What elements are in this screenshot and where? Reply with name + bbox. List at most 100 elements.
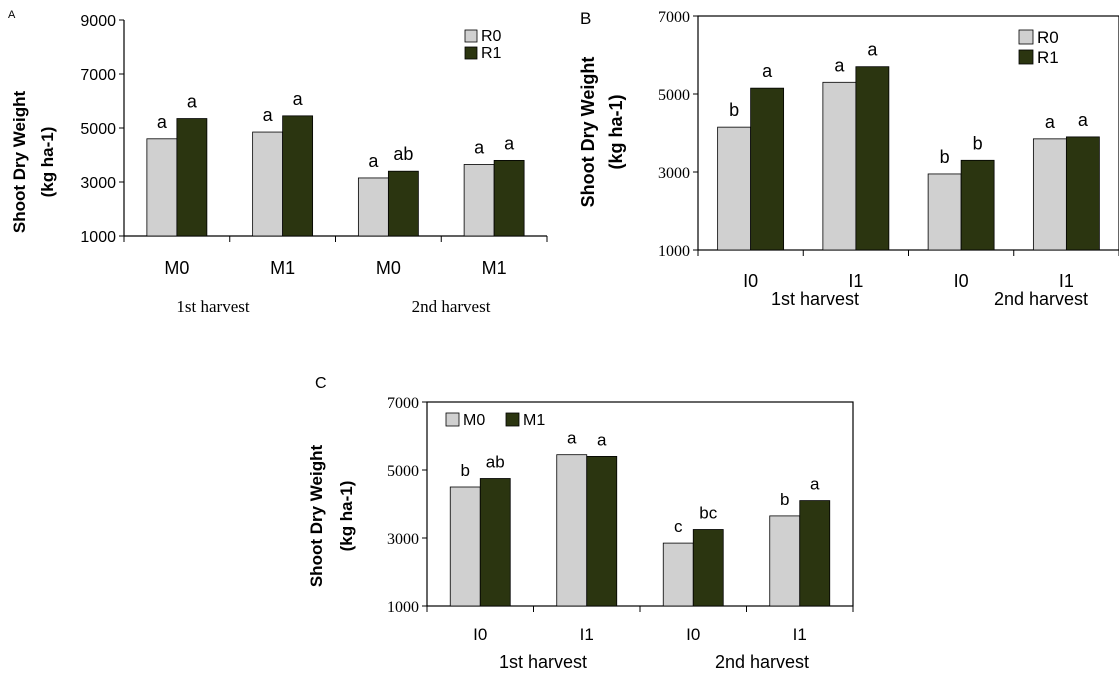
legend-swatch-r1 xyxy=(1018,49,1034,65)
legend-swatch-r0 xyxy=(464,29,478,43)
bar-m1 xyxy=(799,500,831,607)
y-tick-label: 3000 xyxy=(387,531,419,548)
harvest-group-label: 2nd harvest xyxy=(715,652,809,672)
bar-r1 xyxy=(282,115,314,237)
significance-letter: a xyxy=(567,429,577,448)
x-category-label: M0 xyxy=(376,258,401,278)
y-tick-label: 1000 xyxy=(387,599,419,616)
legend-swatch-m1 xyxy=(505,412,520,427)
bar-r1 xyxy=(387,170,419,237)
y-tick-label: 9000 xyxy=(80,13,116,30)
harvest-group-label: 1st harvest xyxy=(499,652,587,672)
bar-m0 xyxy=(556,454,588,607)
x-category-label: I0 xyxy=(473,625,487,644)
harvest-group-label: 2nd harvest xyxy=(412,297,491,316)
panel-b-label: B xyxy=(580,9,591,28)
bar-r0 xyxy=(927,173,962,251)
panel-c-label: C xyxy=(315,375,327,392)
significance-letter: b xyxy=(780,490,789,509)
y-tick-label: 3000 xyxy=(80,175,116,192)
significance-letter: a xyxy=(867,40,878,60)
significance-letter: a xyxy=(157,112,168,132)
significance-letter: a xyxy=(368,151,379,171)
x-category-label: I1 xyxy=(1059,271,1074,291)
y-tick-label: 7000 xyxy=(387,395,419,412)
y-tick-label: 3000 xyxy=(658,165,690,182)
y-tick-label: 5000 xyxy=(658,87,690,104)
y-axis-unit: (kg ha-1) xyxy=(337,481,356,552)
significance-letter: c xyxy=(674,517,683,536)
x-category-label: I0 xyxy=(954,271,969,291)
bar-m0 xyxy=(662,542,694,607)
significance-letter: ab xyxy=(393,144,413,164)
bar-r0 xyxy=(357,177,389,237)
y-tick-label: 7000 xyxy=(658,9,690,26)
x-category-label: I1 xyxy=(580,625,594,644)
y-tick-label: 5000 xyxy=(80,121,116,138)
legend-label: R0 xyxy=(1037,28,1059,47)
bar-m0 xyxy=(769,515,801,607)
y-axis-unit: (kg ha-1) xyxy=(38,127,57,198)
x-category-label: M1 xyxy=(270,258,295,278)
y-tick-label: 1000 xyxy=(80,229,116,246)
y-tick-label: 5000 xyxy=(387,463,419,480)
legend-swatch-r0 xyxy=(1018,29,1034,45)
significance-letter: b xyxy=(940,147,950,167)
bar-r1 xyxy=(855,66,890,251)
significance-letter: ab xyxy=(486,453,505,472)
harvest-group-label: 1st harvest xyxy=(176,297,249,316)
harvest-group-label: 2nd harvest xyxy=(994,289,1088,309)
significance-letter: b xyxy=(729,100,739,120)
y-axis-title: Shoot Dry Weight xyxy=(307,445,326,588)
legend-label: M1 xyxy=(523,412,545,429)
legend-label: R1 xyxy=(1037,48,1059,67)
x-category-label: I0 xyxy=(743,271,758,291)
significance-letter: bc xyxy=(699,504,717,523)
y-tick-label: 7000 xyxy=(80,67,116,84)
bar-r1 xyxy=(493,159,525,237)
legend-label: R0 xyxy=(481,28,502,45)
x-category-label: M0 xyxy=(164,258,189,278)
bar-r1 xyxy=(1065,136,1100,251)
legend-swatch-m0 xyxy=(445,412,460,427)
legend-label: R1 xyxy=(481,45,502,62)
x-category-label: I0 xyxy=(686,625,700,644)
bar-r0 xyxy=(1032,138,1067,251)
significance-letter: a xyxy=(474,137,485,157)
bar-r0 xyxy=(717,126,752,251)
bar-r0 xyxy=(146,138,178,237)
significance-letter: a xyxy=(810,475,820,494)
significance-letter: a xyxy=(187,92,198,112)
significance-letter: a xyxy=(263,105,274,125)
harvest-group-label: 1st harvest xyxy=(771,289,859,309)
bar-r0 xyxy=(252,131,284,237)
bar-m1 xyxy=(586,455,618,607)
significance-letter: a xyxy=(1045,112,1056,132)
bar-r0 xyxy=(822,81,857,251)
bar-r1 xyxy=(176,118,208,237)
bar-m0 xyxy=(449,486,481,607)
significance-letter: b xyxy=(461,461,470,480)
x-category-label: I1 xyxy=(848,271,863,291)
y-axis-unit: (kg ha-1) xyxy=(606,94,626,169)
significance-letter: a xyxy=(762,61,773,81)
bar-r1 xyxy=(960,159,995,251)
bar-m1 xyxy=(479,478,511,607)
significance-letter: a xyxy=(504,133,515,153)
panel-a-label: A xyxy=(8,9,16,21)
x-category-label: I1 xyxy=(793,625,807,644)
bar-r0 xyxy=(463,164,495,237)
y-tick-label: 1000 xyxy=(658,243,690,260)
bar-m1 xyxy=(692,529,724,607)
significance-letter: a xyxy=(1078,110,1089,130)
legend-swatch-r1 xyxy=(464,46,478,60)
significance-letter: b xyxy=(973,133,983,153)
legend-label: M0 xyxy=(463,412,485,429)
bar-r1 xyxy=(750,87,785,251)
significance-letter: a xyxy=(597,430,607,449)
significance-letter: a xyxy=(834,55,845,75)
y-axis-title: Shoot Dry Weight xyxy=(10,91,29,234)
